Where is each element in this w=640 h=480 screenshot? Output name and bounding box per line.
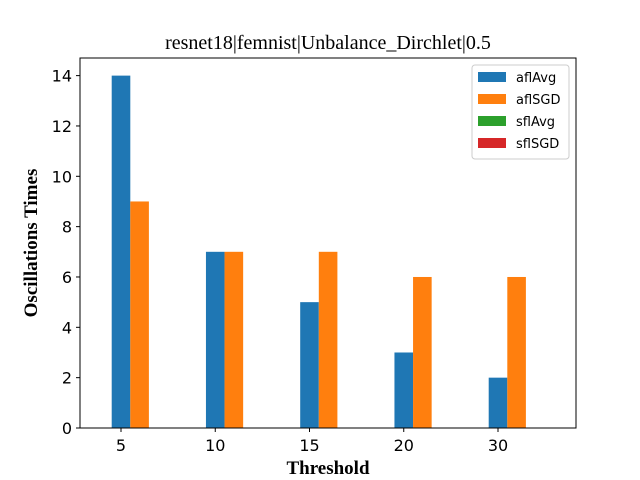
y-axis-label: Oscillations Times: [21, 169, 42, 318]
chart-title: resnet18|femnist|Unbalance_Dirchlet|0.5: [165, 32, 491, 54]
y-tick-label: 4: [62, 318, 72, 337]
y-tick-label: 0: [62, 419, 72, 438]
x-tick-label: 5: [116, 436, 126, 455]
bar-aflSGD-10: [224, 251, 244, 428]
legend-label-aflAvg: aflAvg: [516, 71, 556, 86]
legend-swatch-aflSGD: [478, 94, 506, 104]
x-axis-label: Threshold: [286, 458, 370, 479]
legend-swatch-sflSGD: [478, 138, 506, 148]
x-tick-label: 10: [205, 436, 225, 455]
y-tick-label: 12: [52, 117, 72, 136]
y-tick-label: 10: [52, 167, 72, 186]
legend-label-aflSGD: aflSGD: [516, 93, 561, 108]
x-tick-label: 30: [488, 436, 508, 455]
x-tick-label: 15: [299, 436, 319, 455]
bar-aflAvg-20: [394, 352, 414, 428]
bar-aflAvg-5: [111, 75, 131, 428]
legend-label-sflAvg: sflAvg: [516, 115, 555, 130]
legend-swatch-aflAvg: [478, 72, 506, 82]
bar-aflSGD-15: [318, 251, 338, 428]
bar-aflAvg-30: [488, 377, 508, 428]
bars-group: [111, 75, 526, 428]
y-axis: 0 2 4 6 8 10 12 14: [52, 67, 80, 438]
bar-aflSGD-30: [507, 276, 526, 428]
bar-aflAvg-15: [300, 302, 319, 428]
plot-area-frame: [79, 57, 577, 429]
bar-aflAvg-10: [205, 251, 225, 428]
legend-swatch-sflAvg: [478, 116, 506, 126]
y-tick-label: 2: [62, 369, 72, 388]
x-tick-label: 20: [394, 436, 414, 455]
legend-frame: [471, 64, 570, 160]
y-tick-label: 14: [52, 67, 72, 86]
bar-aflSGD-5: [130, 201, 149, 428]
x-axis: 5 10 15 20 30: [116, 428, 508, 455]
legend-label-sflSGD: sflSGD: [516, 137, 559, 152]
bar-aflSGD-20: [413, 276, 432, 428]
y-tick-label: 8: [62, 218, 72, 237]
y-tick-label: 6: [62, 268, 72, 287]
legend: aflAvg aflSGD sflAvg sflSGD: [471, 64, 570, 160]
